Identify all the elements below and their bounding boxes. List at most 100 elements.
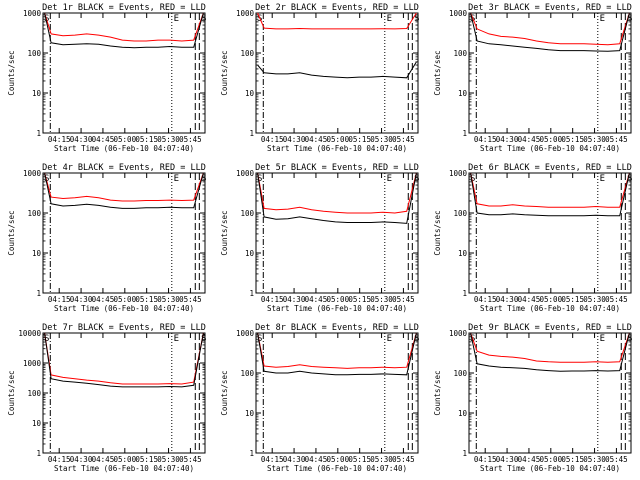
lld-series-line [470,332,630,363]
y-axis-label: Counts/sec [7,370,16,415]
y-axis-label: Counts/sec [220,210,229,255]
y-axis-label: Counts/sec [7,210,16,255]
x-tick-label: 04:45 [518,135,541,144]
x-tick-label: 05:00 [540,455,563,464]
x-tick-label: 05:45 [605,135,628,144]
y-tick-label: 10 [458,249,468,258]
x-tick-label: 04:45 [305,295,328,304]
marker-label: S [627,174,632,184]
x-tick-label: 05:00 [327,295,350,304]
detector-plot-2: Det 2r BLACK = Events, RED = LLD 1 10 100 10… [220,3,420,153]
marker-label: S [414,174,419,184]
marker-label: E [387,14,392,24]
plot-frame [255,12,419,134]
marker-label: S [44,334,49,344]
plot-title: Det 5r BLACK = Events, RED = LLD [255,163,419,173]
x-tick-label: 05:30 [583,135,606,144]
y-tick-label: 100 [240,209,254,218]
marker-label: S [627,14,632,24]
x-tick-label: 05:30 [583,455,606,464]
x-tick-label: 05:15 [348,295,371,304]
plot-title: Det 3r BLACK = Events, RED = LLD [468,3,632,13]
x-tick-label: 04:15 [261,295,284,304]
y-tick-label: 10 [458,409,468,418]
marker-label: S [257,334,262,344]
x-tick-label: 04:30 [70,455,93,464]
lld-series-line [44,12,204,42]
x-tick-label: 05:15 [561,455,584,464]
x-tick-label: 05:45 [392,455,415,464]
x-tick-label: 05:45 [179,455,202,464]
y-tick-label: 1000 [449,169,468,178]
x-tick-label: 04:15 [261,135,284,144]
x-tick-label: 05:00 [114,135,137,144]
y-tick-label: 100 [27,209,41,218]
x-tick-label: 05:45 [179,135,202,144]
x-tick-label: 05:00 [327,135,350,144]
x-tick-label: 04:15 [48,295,71,304]
y-tick-label: 10000 [18,329,41,338]
plot-title: Det 9r BLACK = Events, RED = LLD [468,323,632,333]
y-tick-label: 1000 [236,9,255,18]
y-tick-label: 1000 [236,169,255,178]
y-tick-label: 1000 [23,9,42,18]
y-axis-label: Counts/sec [433,370,442,415]
plot-frame [255,332,419,454]
plot-title: Det 4r BLACK = Events, RED = LLD [42,163,206,173]
y-tick-label: 10 [32,419,42,428]
events-series-line [470,172,630,217]
detector-plot-3: Det 3r BLACK = Events, RED = LLD 1 10 100 10… [433,3,633,153]
events-series-line [257,332,417,376]
y-tick-label: 100 [27,389,41,398]
detector-plot-4: Det 4r BLACK = Events, RED = LLD 1 10 100 10… [7,163,207,313]
x-tick-label: 04:30 [70,135,93,144]
y-tick-label: 1 [249,289,254,298]
y-axis-label: Counts/sec [220,50,229,95]
lld-series-line [44,332,204,385]
events-series-line [44,12,204,49]
x-tick-label: 05:30 [157,455,180,464]
y-tick-label: 100 [240,369,254,378]
x-axis-label: Start Time (06-Feb-10 04:07:40) [267,464,407,473]
y-tick-label: 1000 [449,9,468,18]
plot-frame [42,172,206,294]
y-axis-label: Counts/sec [433,50,442,95]
detector-plot-7: Det 7r BLACK = Events, RED = LLD 1 10 100 10… [7,323,207,473]
x-tick-label: 04:15 [48,135,71,144]
y-tick-label: 1 [36,289,41,298]
events-series-line [470,332,630,372]
y-tick-label: 100 [453,49,467,58]
lld-series-line [257,332,417,369]
marker-label: E [600,334,605,344]
plot-title: Det 7r BLACK = Events, RED = LLD [42,323,206,333]
x-tick-label: 05:00 [114,295,137,304]
plot-frame [255,172,419,294]
plot-title: Det 8r BLACK = Events, RED = LLD [255,323,419,333]
y-tick-label: 1000 [23,359,42,368]
x-tick-label: 04:45 [518,295,541,304]
detector-plot-1: Det 1r BLACK = Events, RED = LLD 1 10 100 10… [7,3,207,153]
y-tick-label: 1000 [23,169,42,178]
detector-plot-8: Det 8r BLACK = Events, RED = LLD 1 10 100 10… [220,323,420,473]
x-tick-label: 04:45 [92,295,115,304]
y-tick-label: 10 [32,89,42,98]
x-tick-label: 04:45 [305,135,328,144]
x-tick-label: 05:15 [135,295,158,304]
x-axis-label: Start Time (06-Feb-10 04:07:40) [480,464,620,473]
x-tick-label: 05:30 [370,455,393,464]
x-tick-label: 05:15 [561,295,584,304]
x-tick-label: 04:15 [48,455,71,464]
marker-label: E [174,14,179,24]
y-tick-label: 10 [458,89,468,98]
x-tick-label: 04:45 [518,455,541,464]
y-tick-label: 1 [249,449,254,458]
y-tick-label: 100 [27,49,41,58]
y-tick-label: 10 [32,249,42,258]
y-tick-label: 1 [462,449,467,458]
x-tick-label: 05:45 [392,135,415,144]
x-tick-label: 04:30 [496,295,519,304]
x-tick-label: 04:45 [92,135,115,144]
plot-title: Det 6r BLACK = Events, RED = LLD [468,163,632,173]
y-tick-label: 100 [240,49,254,58]
